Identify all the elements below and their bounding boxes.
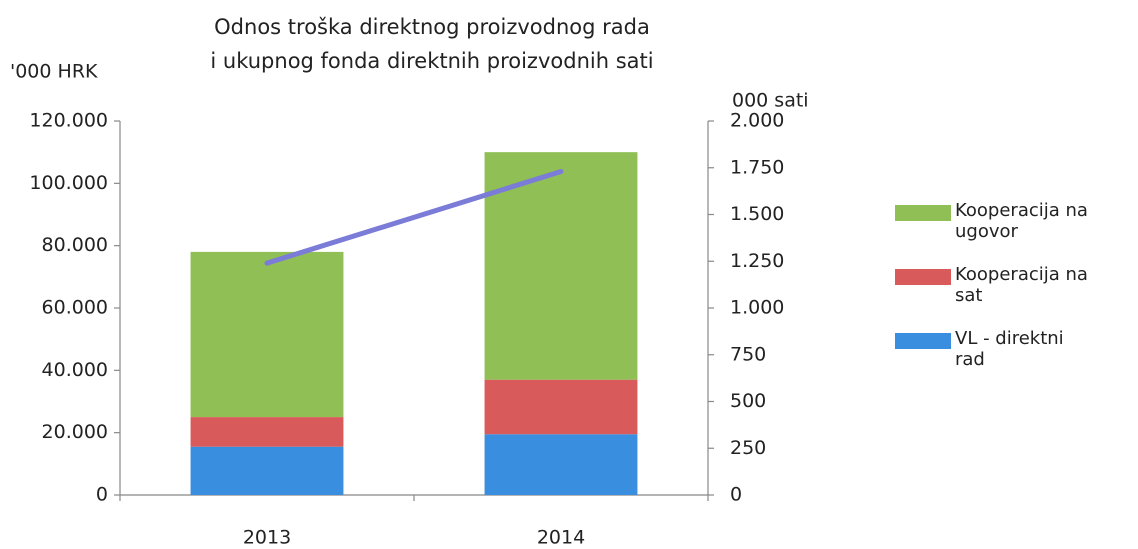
legend-item: Kooperacija na ugovor (895, 200, 1090, 242)
legend: Kooperacija na ugovor Kooperacija na sat V… (895, 200, 1090, 392)
chart-title: Odnos troška direktnog proizvodnog rada (214, 15, 650, 39)
bar-segment (190, 251, 344, 418)
bar-segment (484, 379, 638, 435)
y2-tick-label: 750 (730, 343, 766, 365)
x-tick-label: 2014 (537, 527, 585, 549)
legend-item: Kooperacija na sat (895, 264, 1090, 306)
y2-tick-label: 1.750 (730, 156, 784, 178)
legend-swatch (895, 269, 951, 285)
y2-tick-label: 250 (730, 437, 766, 459)
y-tick-label: 0 (96, 484, 108, 506)
legend-swatch (895, 205, 951, 221)
y-axis-label: '000 HRK (10, 61, 98, 83)
bar-segment (190, 446, 344, 495)
legend-label: Kooperacija na sat (955, 264, 1088, 306)
y2-tick-label: 0 (730, 484, 742, 506)
y2-tick-label: 500 (730, 390, 766, 412)
bar-segment (190, 417, 344, 447)
y2-tick-label: 1.500 (730, 203, 784, 225)
legend-label: Kooperacija na ugovor (955, 200, 1088, 242)
y-tick-label: 20.000 (42, 421, 108, 443)
legend-item: VL - direktni rad (895, 328, 1090, 370)
y-tick-label: 40.000 (42, 359, 108, 381)
y2-tick-label: 1.250 (730, 250, 784, 272)
bar-segment (484, 434, 638, 495)
legend-swatch (895, 333, 951, 349)
y-tick-label: 100.000 (29, 172, 108, 194)
bar-segment (484, 152, 638, 380)
y-tick-label: 80.000 (42, 234, 108, 256)
y-tick-label: 120.000 (29, 110, 108, 132)
y2-tick-label: 1.000 (730, 297, 784, 319)
x-tick-label: 2013 (243, 527, 291, 549)
line-series (264, 168, 564, 266)
chart-title: i ukupnog fonda direktnih proizvodnih sa… (210, 49, 653, 73)
y2-tick-label: 2.000 (730, 110, 784, 132)
y-tick-label: 60.000 (42, 297, 108, 319)
y2-axis-label: 000 sati (732, 90, 809, 112)
legend-label: VL - direktni rad (955, 328, 1064, 370)
